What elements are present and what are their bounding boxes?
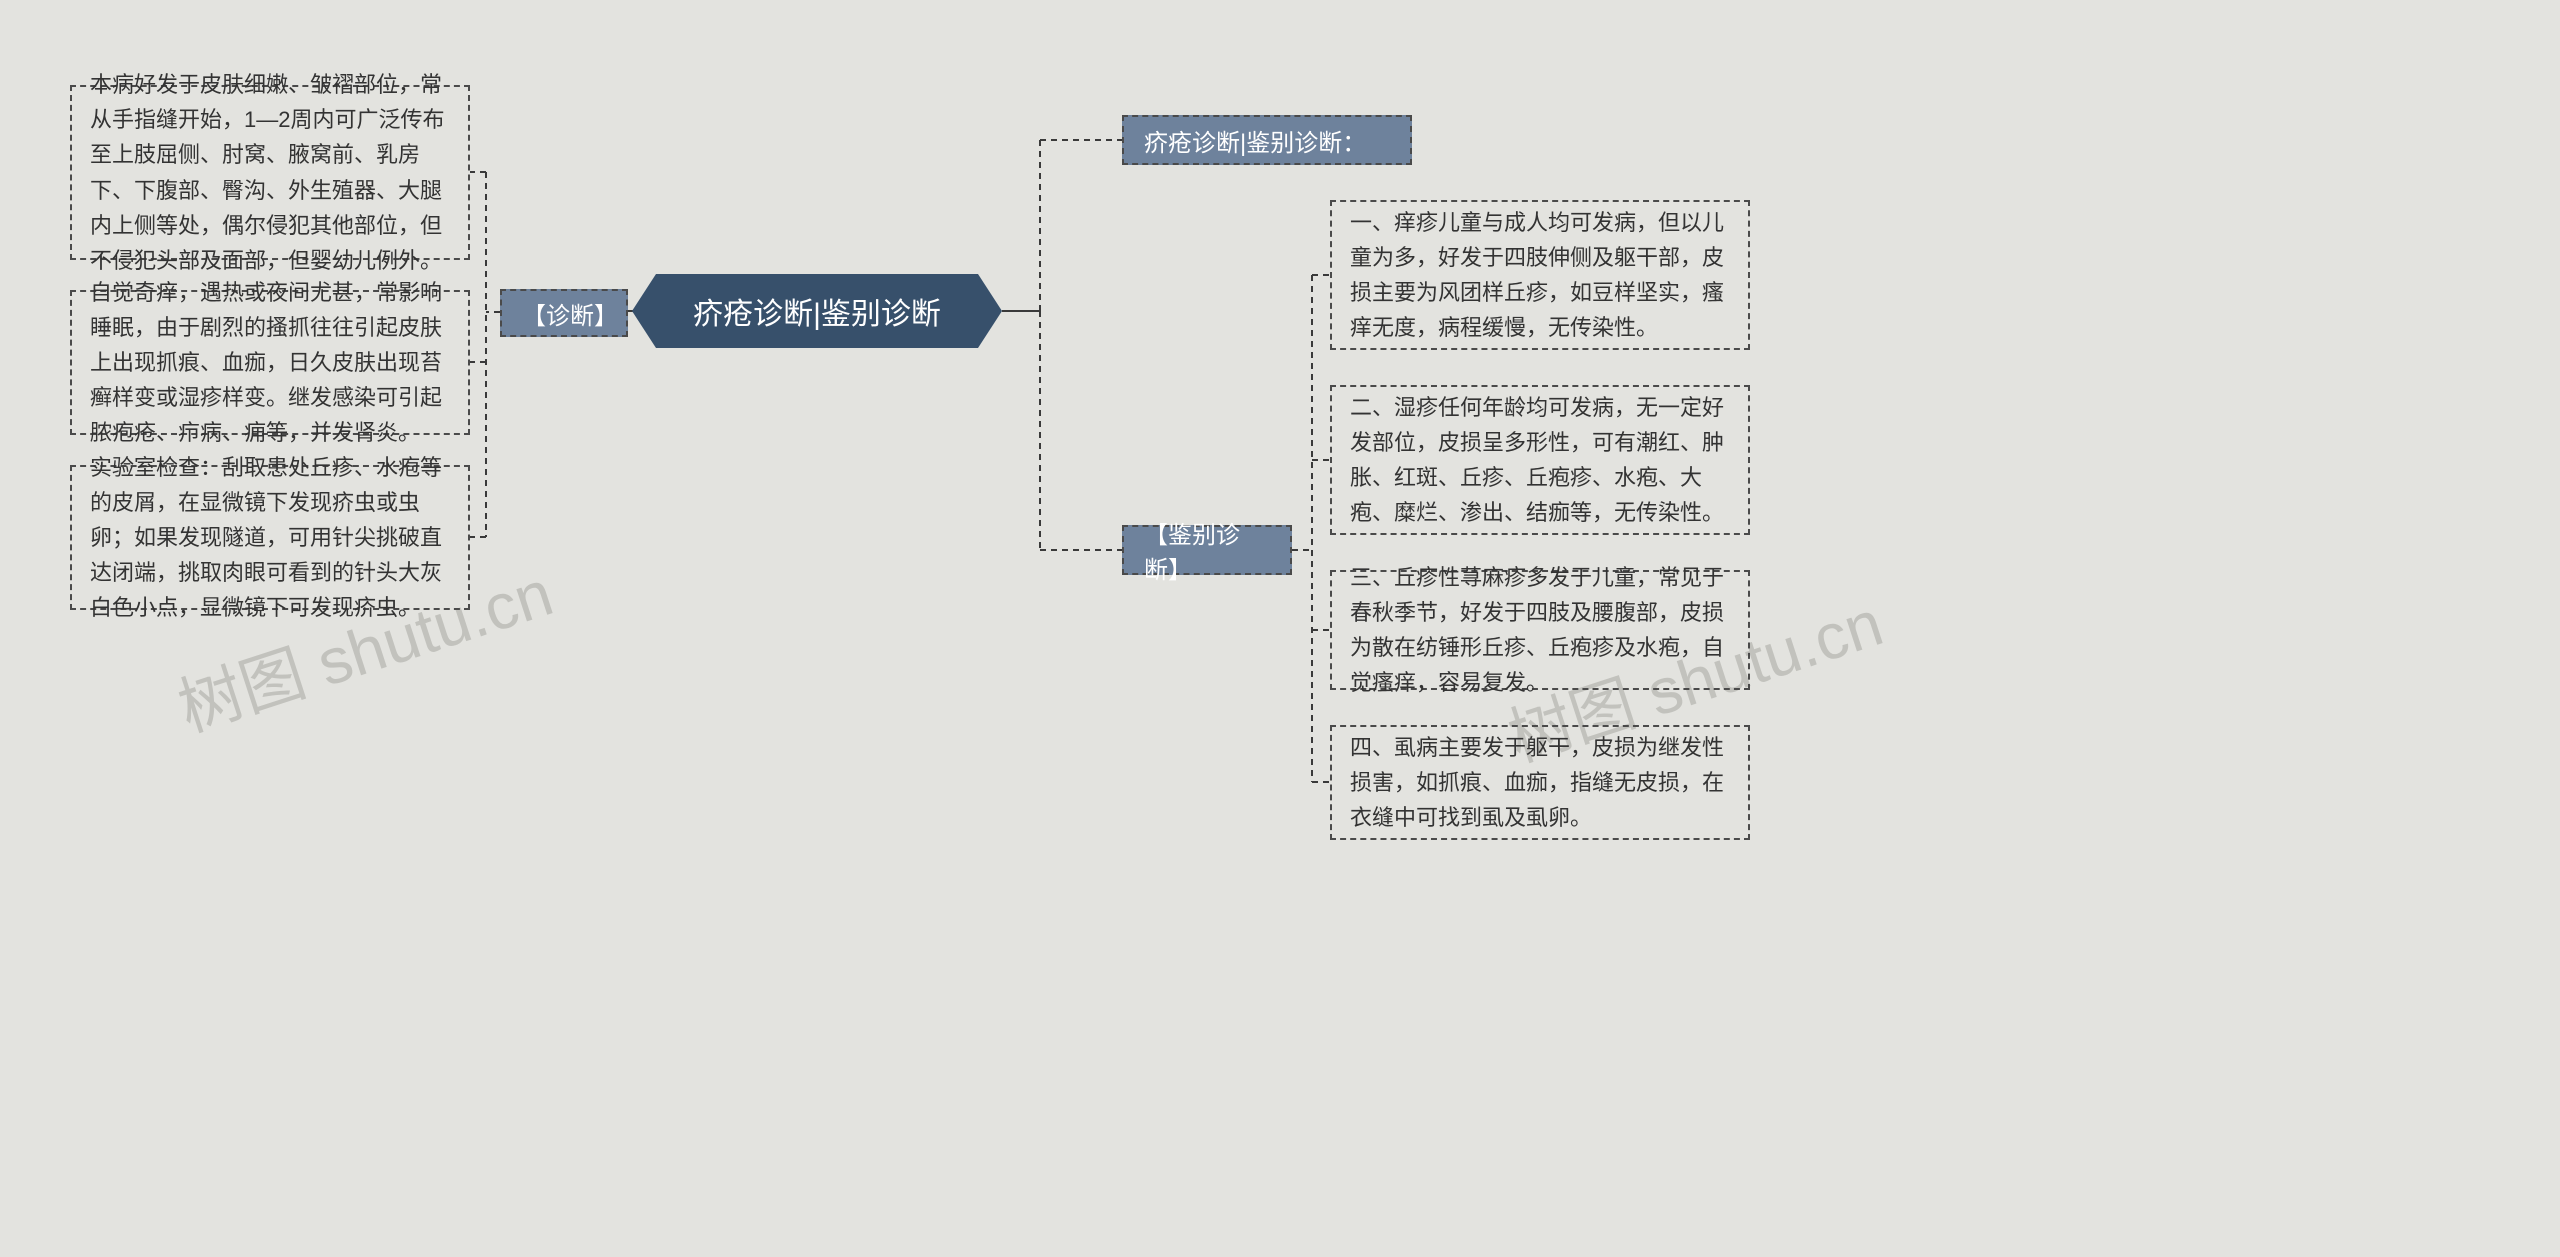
branch-diagnosis-label: 【诊断】 (522, 296, 606, 331)
branch-differential: 【鉴别诊断】 (1122, 525, 1292, 575)
branch-right-top-label: 疥疮诊断|鉴别诊断： (1144, 123, 1366, 158)
leaf-diag-0: 本病好发于皮肤细嫩、皱褶部位，常从手指缝开始，1—2周内可广泛传布至上肢屈侧、肘… (70, 85, 470, 260)
leaf-diag-1: 自觉奇痒，遇热或夜间尤甚，常影响睡眠，由于剧烈的搔抓往往引起皮肤上出现抓痕、血痂… (70, 290, 470, 435)
leaf-diff-3: 四、虱病主要发于躯干，皮损为继发性损害，如抓痕、血痂，指缝无皮损，在衣缝中可找到… (1330, 725, 1750, 840)
root-node: 疥疮诊断|鉴别诊断 (632, 274, 1002, 348)
leaf-diff-2-text: 三、丘疹性荨麻疹多发于儿童，常见于春秋季节，好发于四肢及腰腹部，皮损为散在纺锤形… (1350, 560, 1730, 701)
leaf-diag-2: 实验室检查：刮取患处丘疹、水疱等的皮屑，在显微镜下发现疥虫或虫卵；如果发现隧道，… (70, 465, 470, 610)
leaf-diff-3-text: 四、虱病主要发于躯干，皮损为继发性损害，如抓痕、血痂，指缝无皮损，在衣缝中可找到… (1350, 730, 1730, 836)
leaf-diag-2-text: 实验室检查：刮取患处丘疹、水疱等的皮屑，在显微镜下发现疥虫或虫卵；如果发现隧道，… (90, 450, 450, 626)
root-label: 疥疮诊断|鉴别诊断 (693, 289, 941, 333)
leaf-diff-1-text: 二、湿疹任何年龄均可发病，无一定好发部位，皮损呈多形性，可有潮红、肿胀、红斑、丘… (1350, 390, 1730, 531)
branch-diagnosis: 【诊断】 (500, 289, 628, 337)
branch-differential-label: 【鉴别诊断】 (1144, 515, 1270, 585)
leaf-diff-1: 二、湿疹任何年龄均可发病，无一定好发部位，皮损呈多形性，可有潮红、肿胀、红斑、丘… (1330, 385, 1750, 535)
leaf-diff-2: 三、丘疹性荨麻疹多发于儿童，常见于春秋季节，好发于四肢及腰腹部，皮损为散在纺锤形… (1330, 570, 1750, 690)
leaf-diff-0: 一、痒疹儿童与成人均可发病，但以儿童为多，好发于四肢伸侧及躯干部，皮损主要为风团… (1330, 200, 1750, 350)
leaf-diag-0-text: 本病好发于皮肤细嫩、皱褶部位，常从手指缝开始，1—2周内可广泛传布至上肢屈侧、肘… (90, 67, 450, 278)
leaf-diag-1-text: 自觉奇痒，遇热或夜间尤甚，常影响睡眠，由于剧烈的搔抓往往引起皮肤上出现抓痕、血痂… (90, 275, 450, 451)
branch-right-top: 疥疮诊断|鉴别诊断： (1122, 115, 1412, 165)
leaf-diff-0-text: 一、痒疹儿童与成人均可发病，但以儿童为多，好发于四肢伸侧及躯干部，皮损主要为风团… (1350, 205, 1730, 346)
